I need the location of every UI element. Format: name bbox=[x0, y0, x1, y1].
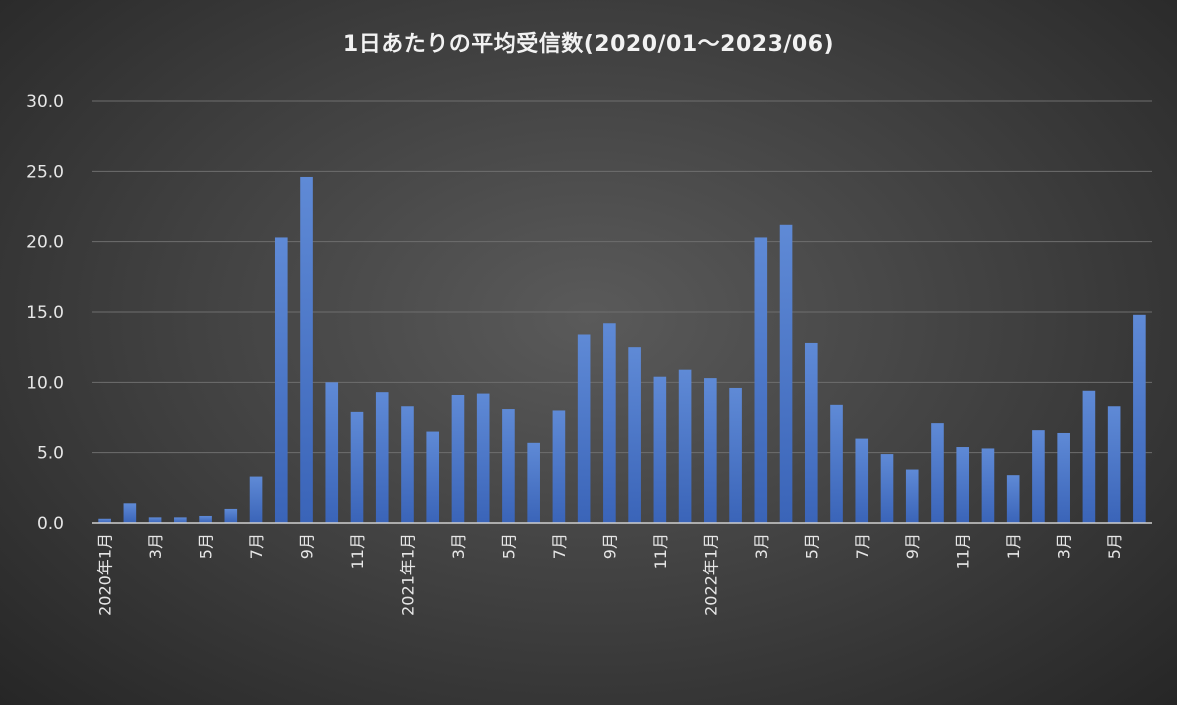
x-tick-label: 5月 bbox=[499, 533, 518, 559]
x-tick-label: 11月 bbox=[651, 533, 670, 569]
bar bbox=[1006, 475, 1020, 523]
bar bbox=[274, 237, 288, 524]
bar bbox=[552, 410, 566, 523]
y-tick-label: 10.0 bbox=[26, 373, 64, 393]
x-tick-label: 7月 bbox=[550, 533, 569, 559]
bar bbox=[375, 392, 389, 523]
x-tick-label: 2020年1月 bbox=[96, 533, 115, 616]
bar bbox=[426, 431, 440, 523]
bar bbox=[905, 469, 919, 523]
x-tick-label: 9月 bbox=[903, 533, 922, 559]
bar bbox=[804, 342, 818, 523]
bar bbox=[199, 515, 212, 523]
bar bbox=[476, 393, 490, 523]
bar bbox=[931, 423, 944, 523]
bar bbox=[224, 508, 238, 523]
x-tick-label: 3月 bbox=[1055, 533, 1074, 559]
bar bbox=[704, 378, 717, 523]
bar bbox=[249, 476, 263, 523]
x-tick-label: 11月 bbox=[348, 533, 367, 569]
bar bbox=[451, 394, 465, 523]
x-tick-label: 3月 bbox=[146, 533, 165, 559]
x-tick-label: 2021年1月 bbox=[398, 533, 417, 616]
chart-title: 1日あたりの平均受信数(2020/01～2023/06) bbox=[342, 32, 835, 57]
x-tick-label: 3月 bbox=[752, 533, 771, 559]
x-tick-label: 9月 bbox=[600, 533, 619, 559]
bar bbox=[325, 382, 339, 523]
bar bbox=[1133, 314, 1146, 523]
x-tick-label: 11月 bbox=[954, 533, 973, 569]
bar bbox=[855, 438, 869, 523]
bar bbox=[981, 448, 995, 523]
bar bbox=[300, 176, 313, 523]
bar bbox=[350, 411, 364, 523]
bar bbox=[880, 454, 894, 523]
bar bbox=[754, 237, 768, 524]
x-tick-label: 7月 bbox=[247, 533, 266, 559]
bar bbox=[123, 503, 137, 523]
x-tick-label: 2022年1月 bbox=[701, 533, 720, 616]
y-tick-label: 5.0 bbox=[37, 444, 64, 464]
y-tick-label: 25.0 bbox=[26, 162, 64, 182]
bar bbox=[628, 347, 641, 523]
bar bbox=[678, 369, 692, 523]
bar bbox=[148, 517, 162, 523]
bar bbox=[1107, 406, 1121, 523]
bar bbox=[653, 376, 667, 523]
y-tick-label: 30.0 bbox=[26, 92, 64, 112]
bar bbox=[174, 517, 187, 523]
x-tick-label: 3月 bbox=[449, 533, 468, 559]
bar bbox=[779, 224, 793, 523]
bar bbox=[956, 447, 970, 523]
gridlines bbox=[92, 100, 1152, 454]
x-tick-label: 5月 bbox=[197, 533, 216, 559]
bar bbox=[502, 409, 515, 523]
bar bbox=[401, 406, 414, 523]
x-tick-label: 5月 bbox=[802, 533, 821, 559]
x-tick-label: 9月 bbox=[298, 533, 317, 559]
bar bbox=[98, 518, 111, 523]
bar bbox=[1082, 390, 1096, 523]
bars bbox=[98, 176, 1146, 524]
bar bbox=[729, 387, 742, 523]
x-tick-label: 7月 bbox=[853, 533, 872, 559]
bar bbox=[830, 404, 843, 523]
bar bbox=[527, 442, 540, 523]
x-tick-label: 5月 bbox=[1105, 533, 1124, 559]
bar bbox=[1032, 430, 1045, 523]
bar bbox=[1057, 432, 1070, 523]
y-tick-label: 0.0 bbox=[37, 514, 64, 534]
y-tick-label: 20.0 bbox=[26, 233, 64, 253]
bar bbox=[577, 334, 591, 523]
axes: 0.0 5.0 10.0 15.0 20.0 25.0 30.0 2020年1月 3月 5月 7月 9… bbox=[26, 92, 1152, 616]
y-tick-label: 15.0 bbox=[26, 303, 64, 323]
bar bbox=[603, 323, 616, 523]
x-tick-label: 1月 bbox=[1004, 533, 1023, 559]
